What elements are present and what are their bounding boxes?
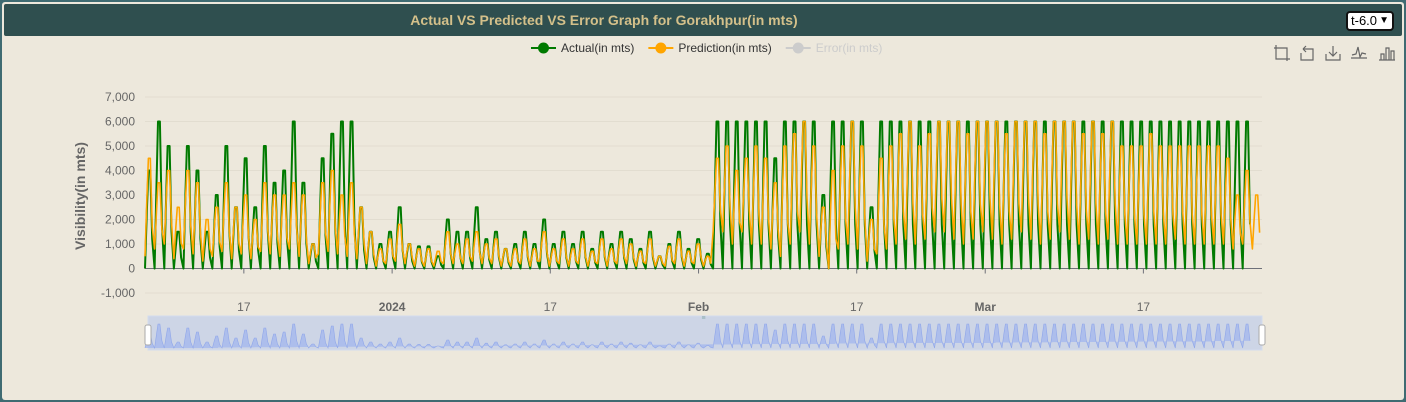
legend-label: Prediction(in mts) <box>678 41 771 55</box>
x-axis: 17 2024 17 Feb 17 Mar 17 <box>237 268 1151 314</box>
data-zoom-slider[interactable]: ≡ <box>144 315 1266 351</box>
slider-preview-area <box>144 323 1251 350</box>
zoom-icon[interactable] <box>1274 45 1290 61</box>
x-tick-label: Feb <box>688 300 709 314</box>
zoom-reset-icon[interactable] <box>1300 45 1314 61</box>
plot-area <box>144 120 1261 270</box>
toolbox <box>1274 45 1395 61</box>
legend-marker <box>792 42 804 54</box>
chart-header: Actual VS Predicted VS Error Graph for G… <box>4 4 1402 36</box>
legend-item[interactable]: Error(in mts) <box>785 41 883 55</box>
legend-marker <box>655 42 667 54</box>
chart-title: Actual VS Predicted VS Error Graph for G… <box>410 12 798 28</box>
y-tick-label: 0 <box>128 262 135 276</box>
x-tick-label: Mar <box>975 300 997 314</box>
y-tick-label: 2,000 <box>105 213 135 227</box>
y-tick-label: 5,000 <box>105 139 135 153</box>
horizon-select[interactable]: t-6.0 ▼ <box>1346 11 1394 31</box>
slider-move-handle-icon: ≡ <box>701 315 705 322</box>
slider-handle-left[interactable] <box>144 324 152 346</box>
chevron-down-icon: ▼ <box>1379 15 1389 26</box>
y-tick-label: 7,000 <box>105 90 135 104</box>
y-tick-label: 6,000 <box>105 115 135 129</box>
x-tick-label: 17 <box>237 300 251 314</box>
line-chart-icon[interactable] <box>1351 46 1367 59</box>
y-axis: 7,000 6,000 5,000 4,000 3,000 2,000 1,000 0 -1,0… <box>101 90 135 300</box>
x-tick-label: 17 <box>544 300 558 314</box>
y-tick-label: 4,000 <box>105 164 135 178</box>
slider-handle-right[interactable] <box>1258 324 1266 346</box>
legend-item[interactable]: Prediction(in mts) <box>648 41 772 55</box>
series-line-prediction <box>144 120 1261 270</box>
horizon-select-value: t-6.0 <box>1351 13 1378 28</box>
legend-marker <box>538 42 549 54</box>
y-tick-label: -1,000 <box>101 286 135 300</box>
bar-chart-icon[interactable] <box>1379 47 1395 61</box>
legend: Actual(in mts) Prediction(in mts) Error(in… <box>531 41 882 55</box>
download-icon[interactable] <box>1325 46 1341 61</box>
y-tick-label: 1,000 <box>105 237 135 251</box>
y-axis-label: Visibility(in mts) <box>72 142 88 250</box>
y-tick-label: 3,000 <box>105 188 135 202</box>
x-tick-label: 17 <box>850 300 864 314</box>
x-tick-label: 2024 <box>379 300 406 314</box>
legend-label: Actual(in mts) <box>561 41 634 55</box>
legend-item[interactable]: Actual(in mts) <box>531 41 634 55</box>
legend-label: Error(in mts) <box>816 41 883 55</box>
x-tick-label: 17 <box>1137 300 1151 314</box>
